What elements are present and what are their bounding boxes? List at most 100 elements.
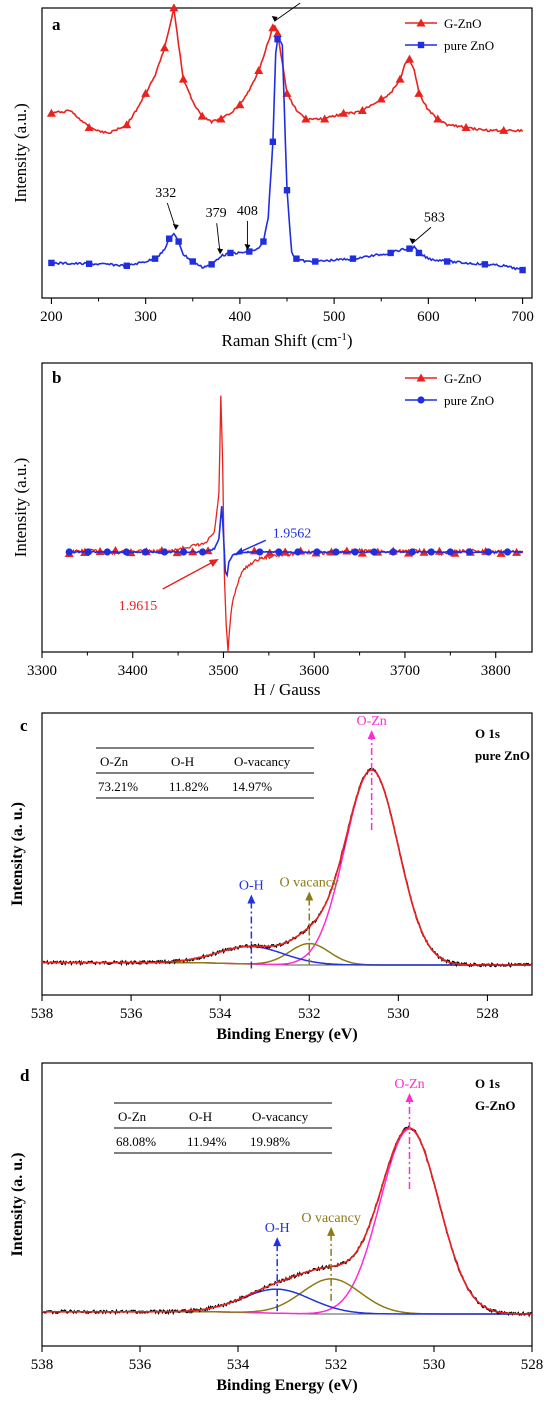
data-point [199,548,207,556]
annotation-label: 379 [206,206,227,221]
x-tick-label: 3400 [118,663,148,679]
component-o-zn [42,769,532,966]
legend-label: G-ZnO [444,16,482,31]
y-axis-label: Intensity (a. u.) [9,802,26,906]
plot-frame [41,362,533,653]
corner-label-title: O 1s [475,726,500,741]
legend-marker [417,41,425,49]
table-cell: 19.98% [250,1134,290,1149]
annotation-arrow [216,223,221,254]
annotation-arrow [162,560,216,590]
x-tick-label: 538 [31,1006,54,1022]
peak-markers: O-Zn O vacancy O-H [265,1077,425,1312]
data-point [122,548,130,556]
fitted-envelope [42,768,532,966]
table-cell: 11.82% [169,779,209,794]
data-point [339,108,349,117]
data-point [301,114,311,123]
legend-label: G-ZnO [444,371,482,386]
plot-frame [41,712,533,996]
table-header: O-H [189,1109,212,1124]
data-point [499,125,509,134]
data-point [376,94,386,103]
data-point [179,548,188,556]
peak-markers: O-Zn O vacancy O-H [239,714,387,969]
data-point [519,266,526,274]
fit-components [42,769,532,966]
x-tick-label: 700 [511,309,534,325]
data-point [151,255,159,262]
x-tick-label: 3600 [299,663,329,679]
annotations: 437 332 379 408 583 [155,0,445,255]
panel-letter: d [20,1066,30,1085]
data-point [446,548,454,556]
epr-chart: 3300 3400 3500 3600 3700 3800 b H / Gauss Intens… [11,362,533,699]
data-point [273,29,283,37]
table-cell: 11.94% [187,1134,227,1149]
peak-arrowhead [405,1093,414,1102]
peak-arrowhead [247,894,256,904]
data-point [197,111,207,120]
annotation-arrowhead [172,224,179,230]
data-point [178,74,188,83]
component-o-vacancy [42,1278,532,1315]
data-point [293,255,300,262]
data-point [160,548,169,556]
data-point [405,54,414,63]
x-tick-label: 534 [227,1357,250,1373]
data-point [332,548,340,556]
series-pure-zno [65,506,524,578]
data-point [443,258,451,265]
data-point [166,235,173,242]
data-point [254,66,264,75]
corner-label-sample: G-ZnO [475,1098,515,1113]
peak-arrowhead [305,891,314,901]
data-point [235,100,245,109]
x-tick-label: 600 [417,309,440,325]
series-line [51,38,524,272]
data-point [269,138,277,145]
x-tick-label: 528 [521,1357,544,1373]
data-point [227,249,234,257]
data-point [141,88,151,97]
data-point [312,258,319,265]
composition-table: O-Zn O-H O-vacancy 68.08% 11.94% 19.98% [114,1102,332,1154]
annotation-label: 437 [294,0,315,1]
data-point [415,249,423,257]
x-tick-label: 530 [387,1006,410,1022]
peak-label: O-Zn [356,714,386,729]
data-point [503,548,512,556]
x-tick-label: 3800 [481,663,511,679]
xps-g-zno-chart: 538 536 534 532 530 528 d Binding Energy (eV) In… [9,1062,544,1394]
x-tick-label: 500 [323,309,346,325]
data-point [351,548,359,556]
raman-panel: 200 300 400 500 600 700 a Raman Shift (cm-1) Int… [0,0,550,355]
panel-letter: b [52,368,61,387]
peak-arrowhead [367,730,376,739]
table-header: O-Zn [118,1109,147,1124]
x-tick-label: 3500 [208,663,238,679]
legend-label: pure ZnO [444,38,494,53]
data-point [65,548,73,556]
data-point [246,248,253,255]
data-point [84,548,92,556]
annotation-arrowhead [217,248,224,255]
data-point [208,261,215,268]
annotations: 1.9562 1.9615 [119,526,311,614]
legend: G-ZnO pure ZnO [405,371,494,408]
data-point [141,548,150,556]
y-axis-label: Intensity (a.u.) [11,103,30,203]
x-tick-label: 536 [129,1357,152,1373]
table-cell: 14.97% [232,779,272,794]
data-point [256,548,264,556]
peak-label: O vacancy [301,1211,360,1226]
legend-marker [416,18,426,27]
x-axis-label: H / Gauss [253,680,320,699]
data-point [461,123,471,132]
annotation-arrowhead [233,547,243,556]
data-point [370,548,378,556]
data-point [189,258,196,265]
annotation-label: 1.9562 [273,526,312,541]
legend-marker [417,396,425,404]
annotation-label: 583 [424,210,445,225]
